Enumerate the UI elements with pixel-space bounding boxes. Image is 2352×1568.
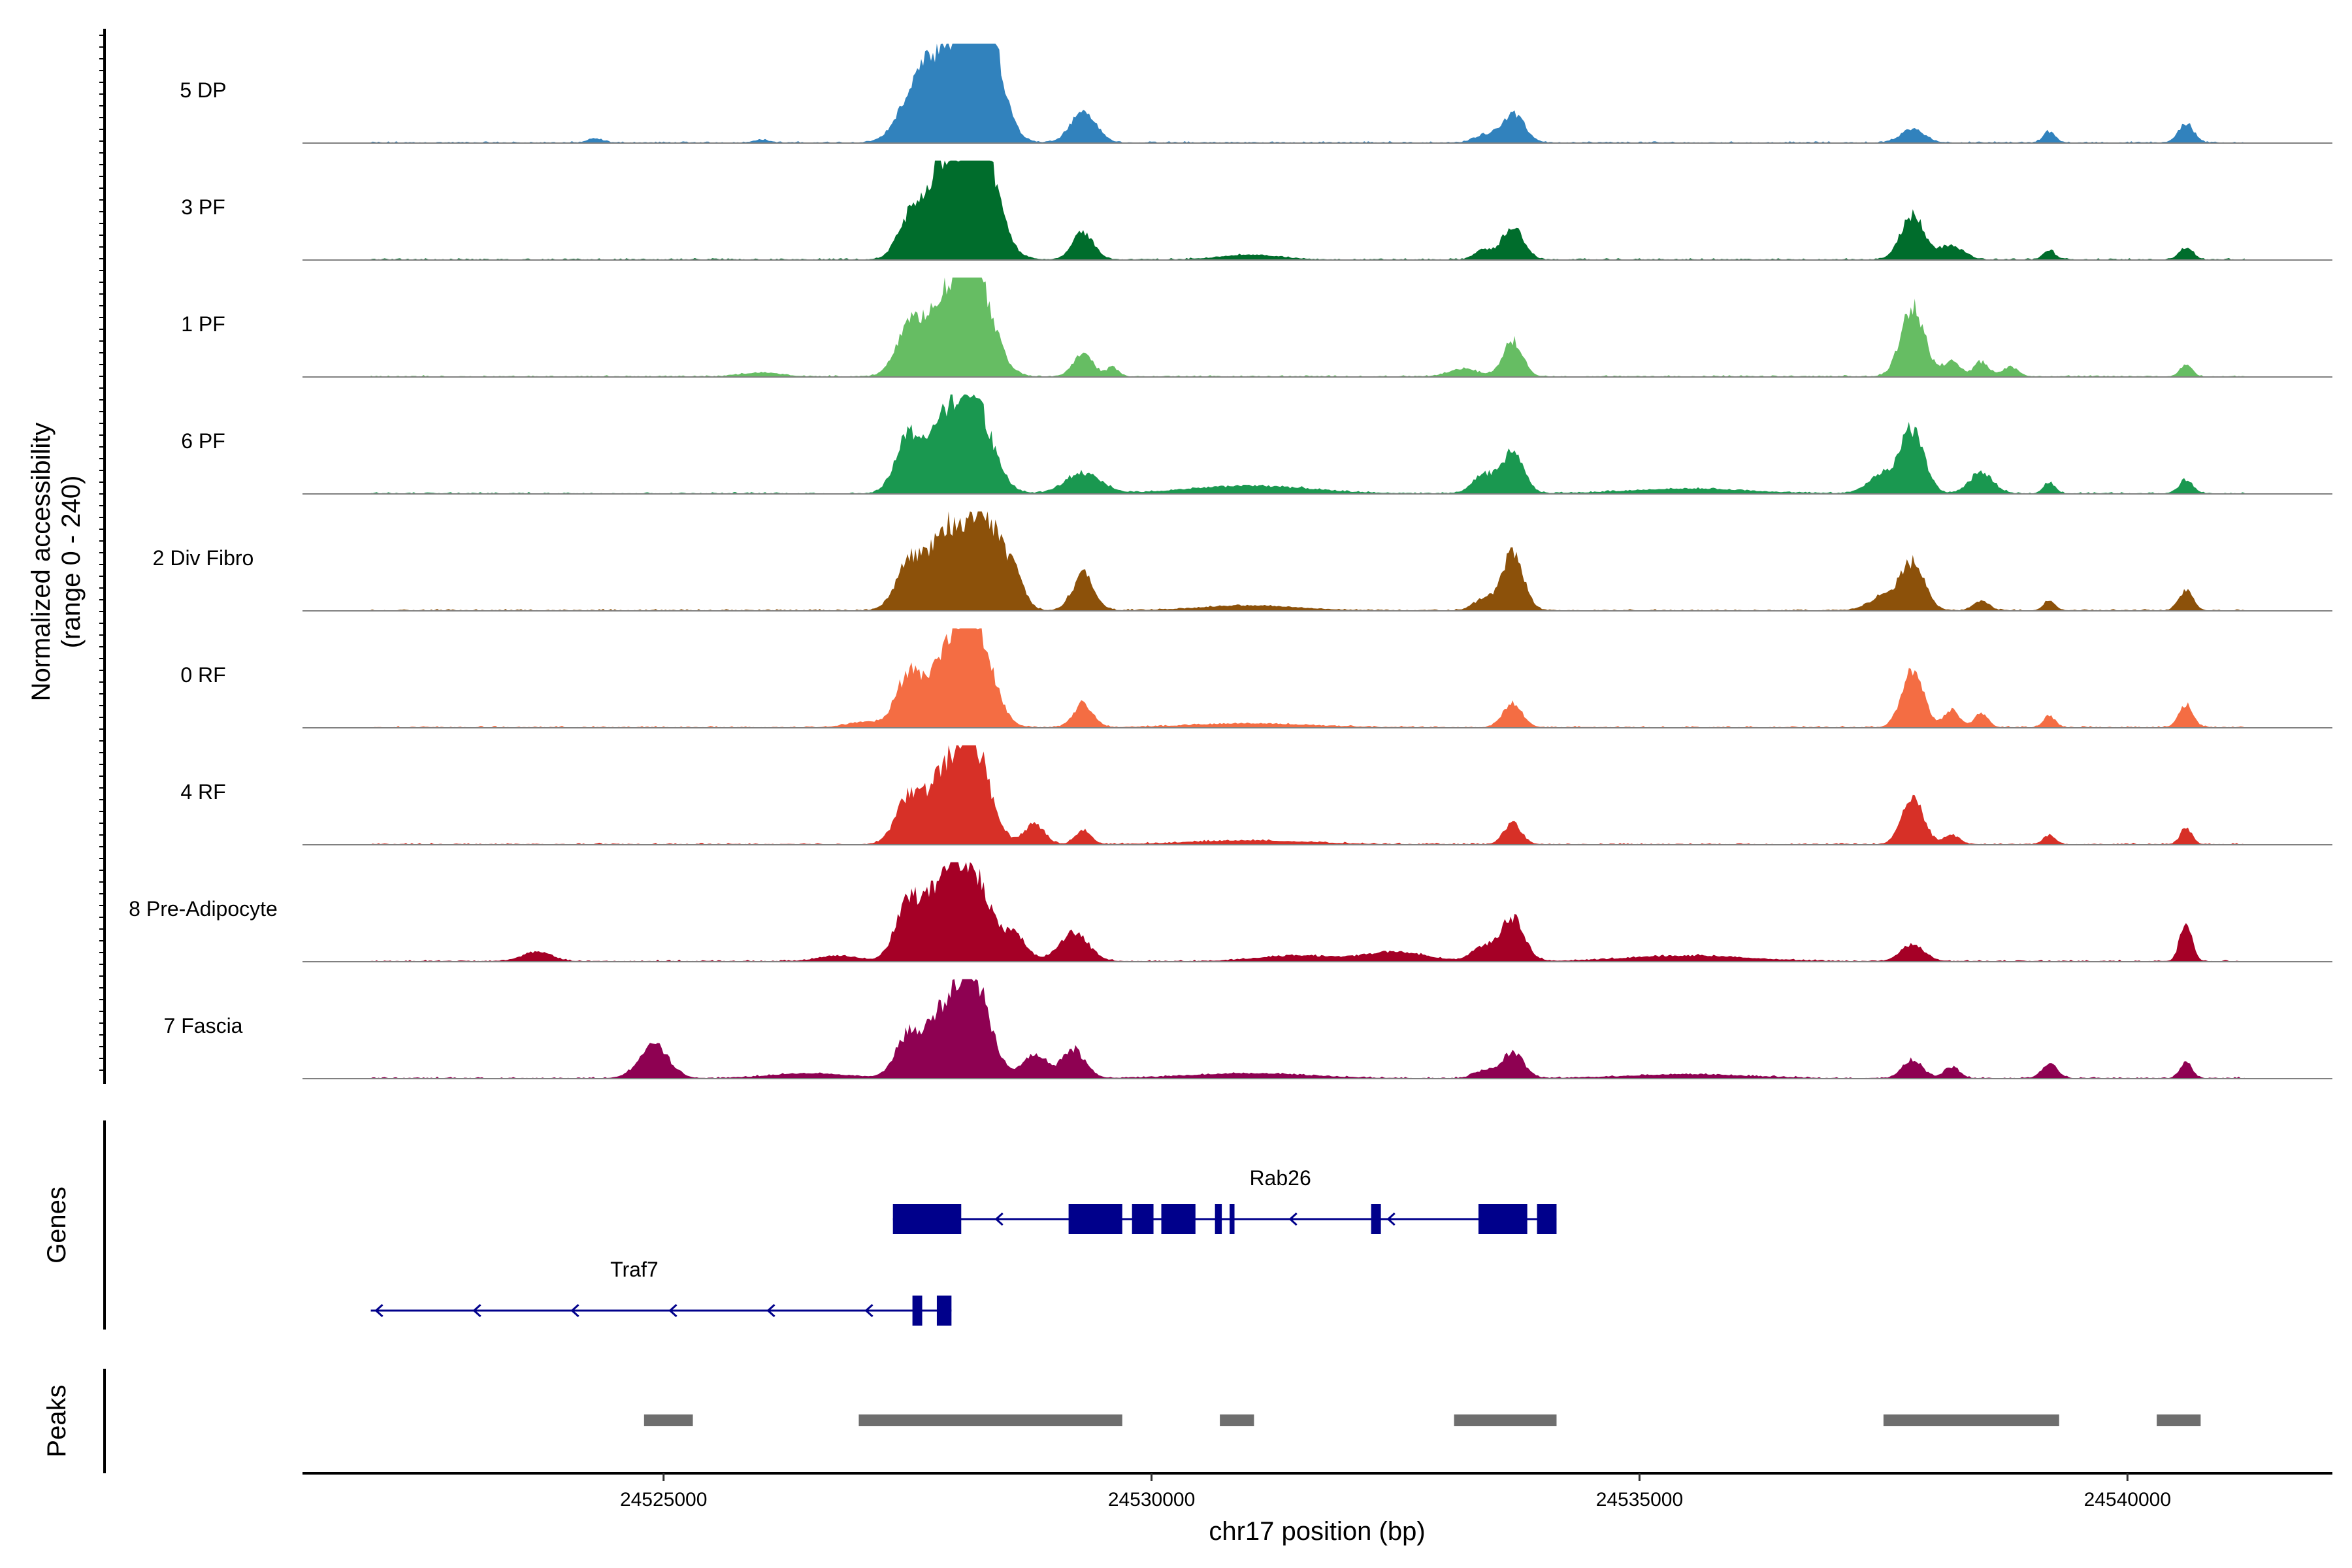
- strand-arrow: [766, 1303, 776, 1318]
- track-label: 8 Pre-Adipocyte: [129, 897, 278, 921]
- peak-region: [2157, 1414, 2201, 1426]
- strand-arrow: [668, 1303, 678, 1318]
- gene-exon: [1230, 1204, 1235, 1234]
- track-label: 5 DP: [180, 78, 226, 102]
- y-axis-title-line1: Normalized accessibility: [27, 423, 56, 702]
- strand-arrow: [1288, 1212, 1298, 1226]
- track-label: 0 RF: [180, 663, 225, 687]
- gene-exon: [1478, 1204, 1527, 1234]
- peak-region: [1454, 1414, 1557, 1426]
- x-tick-label: 24535000: [1596, 1489, 1683, 1511]
- coverage-area: [370, 43, 2245, 143]
- peak-region: [644, 1414, 693, 1426]
- track-2-div-fibro: 2 Div Fibro: [153, 511, 2332, 612]
- x-axis-title: chr17 position (bp): [1209, 1517, 1425, 1546]
- strand-arrow: [374, 1303, 384, 1318]
- track-1-pf: 1 PF: [181, 277, 2332, 378]
- gene-exon: [1215, 1204, 1222, 1234]
- track-label: 4 RF: [180, 780, 225, 804]
- peak-region: [858, 1414, 1122, 1426]
- track-3-pf: 3 PF: [181, 160, 2332, 261]
- peaks-track-title: Peaks: [42, 1384, 71, 1457]
- peaks-track: Peaks: [42, 1369, 2201, 1473]
- coverage-area: [370, 979, 2245, 1079]
- coverage-area: [370, 628, 2245, 728]
- x-tick-label: 24530000: [1108, 1489, 1195, 1511]
- gene-exon: [892, 1204, 962, 1234]
- track-label: 7 Fascia: [164, 1014, 243, 1037]
- track-5-dp: 5 DP: [180, 43, 2332, 144]
- gene-exon: [1068, 1204, 1122, 1234]
- track-0-rf: 0 RF: [180, 628, 2332, 728]
- strand-arrow: [1386, 1212, 1396, 1226]
- strand-arrow: [472, 1303, 482, 1318]
- track-label: 1 PF: [181, 312, 225, 336]
- strand-arrow: [864, 1303, 874, 1318]
- gene-exon: [936, 1296, 952, 1326]
- gene-exon: [1161, 1204, 1196, 1234]
- strand-arrow: [994, 1212, 1004, 1226]
- y-axis-title-line2: (range 0 - 240): [57, 476, 86, 649]
- gene-rab26: Rab26: [892, 1166, 1557, 1234]
- track-label: 3 PF: [181, 195, 225, 219]
- gene-exon: [1371, 1204, 1381, 1234]
- gene-exon: [1132, 1204, 1154, 1234]
- genes-track-title: Genes: [42, 1186, 71, 1264]
- coverage-area: [370, 160, 2245, 260]
- gene-exon: [912, 1296, 923, 1326]
- coverage-area: [370, 862, 2245, 962]
- track-8-pre-adipocyte: 8 Pre-Adipocyte: [129, 862, 2332, 962]
- coverage-tracks: 5 DP 3 PF 1 PF 6 PF 2 Div Fibro 0 RF 4 RF 8 Pre…: [99, 29, 2332, 1084]
- track-7-fascia: 7 Fascia: [164, 979, 2332, 1079]
- track-4-rf: 4 RF: [180, 745, 2332, 845]
- x-axis: 24525000 24530000 24535000 24540000: [302, 1472, 2332, 1511]
- coverage-area: [370, 394, 2245, 494]
- x-tick-label: 24525000: [620, 1489, 707, 1511]
- genes-track: Genes Rab26 Traf7: [42, 1120, 1557, 1330]
- gene-traf7: Traf7: [370, 1258, 952, 1326]
- peak-region: [1883, 1414, 2059, 1426]
- gene-name-label: Traf7: [610, 1258, 659, 1281]
- track-label: 6 PF: [181, 429, 225, 453]
- x-tick-label: 24540000: [2084, 1489, 2171, 1511]
- gene-exon: [1537, 1204, 1557, 1234]
- coverage-area: [370, 511, 2245, 611]
- gene-name-label: Rab26: [1249, 1166, 1311, 1190]
- peak-region: [1220, 1414, 1254, 1426]
- track-6-pf: 6 PF: [181, 394, 2332, 495]
- coverage-area: [370, 277, 2245, 377]
- track-label: 2 Div Fibro: [153, 546, 254, 570]
- strand-arrow: [570, 1303, 580, 1318]
- coverage-area: [370, 745, 2245, 845]
